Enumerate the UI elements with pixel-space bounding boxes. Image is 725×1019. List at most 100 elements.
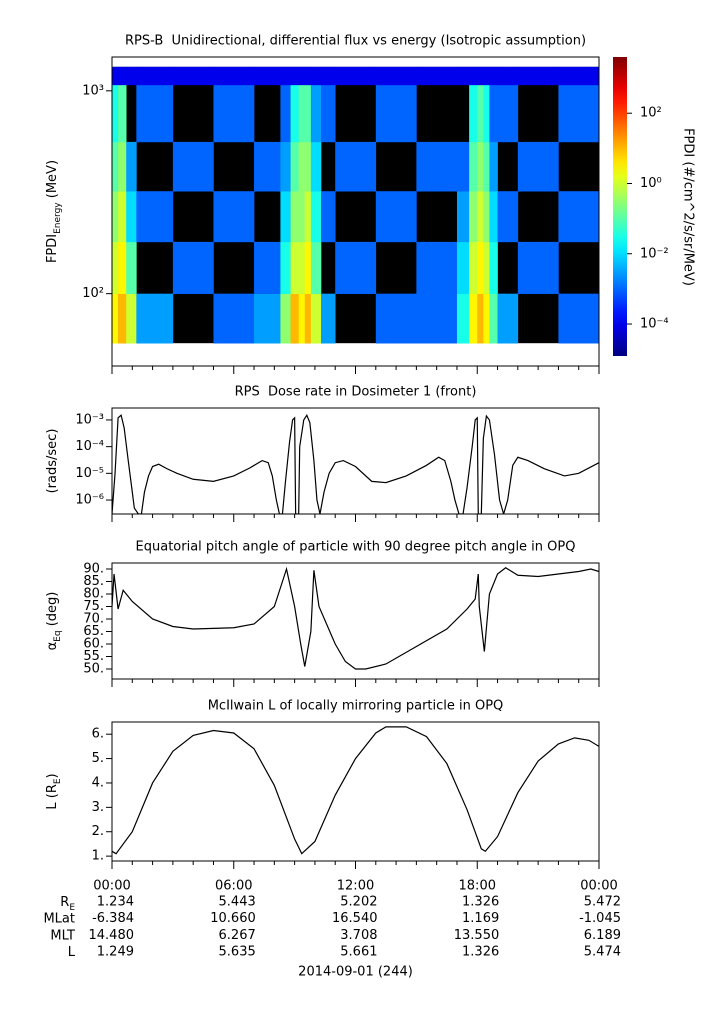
heatmap-cell	[118, 191, 127, 243]
heatmap-cell	[290, 191, 299, 243]
data-line	[112, 726, 599, 855]
ephemeris-label-text: L	[68, 945, 76, 960]
heatmap-cell	[126, 241, 137, 294]
heatmap-cell	[489, 191, 498, 243]
heatmap-cell	[375, 84, 417, 143]
heatmap-cell	[456, 141, 470, 192]
heatmap-cell	[304, 66, 312, 86]
plot-frame	[111, 721, 600, 862]
ephemeris-value: 13.550	[454, 928, 500, 943]
heatmap-cell	[489, 66, 498, 86]
heatmap-cell	[213, 84, 255, 143]
ephemeris-value: 6.267	[219, 928, 256, 943]
heatmap-cell	[483, 191, 490, 243]
ephemeris-value: 1.234	[97, 895, 134, 910]
y-tick-label: 60.	[83, 637, 104, 652]
y-tick-label: 1.	[92, 849, 104, 864]
heatmap-cell	[118, 241, 127, 294]
heatmap-cell	[254, 293, 281, 344]
y-axis-label-part: Energy	[53, 202, 63, 234]
y-tick-label: 4.	[92, 775, 104, 790]
y-tick-label: 85.	[83, 574, 104, 589]
heatmap-cell	[477, 241, 484, 294]
heatmap-cell	[298, 191, 306, 243]
plot-frame	[111, 562, 600, 680]
heatmap-cell	[298, 66, 306, 86]
heatmap-cell	[558, 293, 599, 344]
colorbar-tick-label: 10⁻⁴	[640, 317, 669, 332]
ephemeris-value: 10.660	[210, 911, 256, 926]
heatmap-cell	[126, 293, 137, 344]
heatmap-cell	[483, 66, 490, 86]
heatmap-cell	[213, 191, 255, 243]
heatmap-cell	[118, 293, 127, 344]
heatmap-cell	[321, 191, 336, 243]
heatmap-cell	[136, 293, 174, 344]
panel-title: McIlwain L of locally mirroring particle…	[208, 699, 504, 714]
heatmap-cell	[310, 66, 322, 86]
panel-title: Equatorial pitch angle of particle with …	[136, 540, 576, 555]
heatmap-cell	[469, 84, 478, 143]
heatmap-cell	[517, 241, 559, 294]
plot-area	[112, 413, 599, 514]
x-tick-label: 06:00	[215, 879, 252, 894]
y-tick-label: 10⁻⁴	[75, 439, 104, 454]
heatmap-cell	[321, 293, 336, 344]
colorbar-label: FPDI (#/cm^2/s/sr/MeV)	[681, 128, 696, 286]
heatmap-cell	[112, 141, 119, 192]
plot-area	[112, 726, 599, 855]
heatmap-cell	[489, 293, 498, 344]
ephemeris-value: 16.540	[332, 911, 378, 926]
y-tick-label: 75.	[83, 599, 104, 614]
ephemeris-value: 5.661	[340, 945, 377, 960]
y-axis-label-part: (deg)	[45, 592, 60, 631]
heatmap-cell	[304, 293, 312, 344]
heatmap-cell	[136, 66, 174, 86]
heatmap-cell	[112, 84, 119, 143]
panel-title: RPS-B Unidirectional, differential flux …	[125, 34, 586, 49]
heatmap-cell	[483, 84, 490, 143]
heatmap-cell	[172, 241, 214, 294]
heatmap-cell	[489, 141, 498, 192]
heatmap-cell	[321, 84, 336, 143]
heatmap-cell	[136, 191, 174, 243]
ephemeris-row-label: RE	[60, 895, 75, 913]
heatmap-cell	[310, 241, 322, 294]
heatmap-cell	[304, 241, 312, 294]
ephemeris-value: 1.169	[462, 911, 499, 926]
y-axis-label: αEq (deg)	[45, 592, 63, 651]
y-tick-label: 6.	[92, 727, 104, 742]
ephemeris-row-label: L	[68, 945, 76, 960]
heatmap-cell	[335, 141, 377, 192]
heatmap-cell	[298, 84, 306, 143]
heatmap-cell	[477, 293, 484, 344]
heatmap-cell	[416, 66, 458, 86]
ephemeris-value: 5.472	[584, 895, 621, 910]
heatmap-cell	[456, 293, 470, 344]
ephemeris-row-label: MLT	[50, 928, 75, 943]
y-axis-label-part: (rads/sec)	[45, 429, 60, 494]
heatmap-cell	[517, 66, 559, 86]
y-tick-label: 65.	[83, 624, 104, 639]
ephemeris-label-text: MLat	[43, 911, 75, 926]
ephemeris-value: 5.202	[340, 895, 377, 910]
heatmap-cell	[118, 84, 127, 143]
heatmap-cell	[280, 241, 291, 294]
heatmap-cell	[304, 191, 312, 243]
heatmap-cell	[254, 66, 281, 86]
ephemeris-value: -6.384	[92, 911, 134, 926]
y-tick-label: 5.	[92, 751, 104, 766]
colorbar	[613, 57, 627, 356]
heatmap-cell	[477, 66, 484, 86]
heatmap-cell	[118, 66, 127, 86]
ephemeris-value: -1.045	[579, 911, 621, 926]
y-axis-label-part: )	[45, 773, 60, 778]
heatmap-cell	[456, 66, 470, 86]
y-tick-label: 80.	[83, 587, 104, 602]
heatmap-cell	[280, 191, 291, 243]
heatmap-cell	[477, 191, 484, 243]
y-axis-label-part: FPDI	[45, 234, 60, 263]
heatmap-cell	[321, 66, 336, 86]
heatmap-cell	[126, 191, 137, 243]
